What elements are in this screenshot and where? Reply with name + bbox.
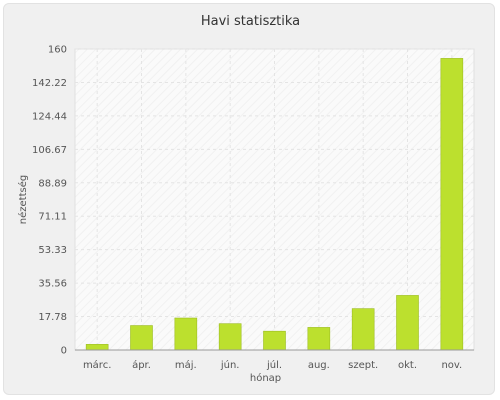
y-tick-label: 35.56 (38, 279, 67, 290)
bar[interactable] (440, 58, 464, 351)
y-tick-label: 17.78 (38, 312, 67, 323)
y-tick-label: 142.22 (32, 78, 67, 89)
bars (85, 58, 464, 351)
bar[interactable] (307, 327, 331, 351)
x-tick-label: máj. (175, 359, 197, 371)
y-tick-label: 71.11 (38, 212, 67, 223)
bar[interactable] (130, 325, 153, 351)
bar[interactable] (263, 330, 286, 351)
bar[interactable] (396, 295, 419, 351)
y-tick-label: 160 (48, 45, 67, 56)
x-tick-label: jún. (220, 359, 240, 371)
bar[interactable] (85, 344, 109, 351)
y-tick-label: 0 (61, 346, 67, 357)
x-tick-label: júl. (266, 359, 282, 371)
y-tick-label: 124.44 (32, 111, 67, 122)
chart-title: Havi statisztika (200, 14, 301, 29)
axes: 0 17.78 35.56 53.33 71.11 88.89 106.67 124.44 14… (32, 45, 474, 371)
x-tick-label: márc. (83, 359, 111, 371)
x-tick-label: aug. (308, 360, 330, 371)
x-tick-label: okt. (398, 360, 417, 371)
y-tick-label: 53.33 (38, 245, 67, 256)
bar[interactable] (218, 323, 242, 351)
x-tick-label: ápr. (132, 359, 151, 371)
x-tick-label: szept. (348, 360, 378, 371)
y-axis-label: nézettség (17, 175, 29, 224)
bar[interactable] (351, 308, 375, 351)
y-tick-label: 106.67 (32, 145, 67, 156)
x-axis-label: hónap (250, 372, 281, 384)
x-tick-label: nov. (441, 360, 462, 371)
y-tick-label: 88.89 (38, 178, 67, 189)
bar[interactable] (174, 317, 198, 351)
